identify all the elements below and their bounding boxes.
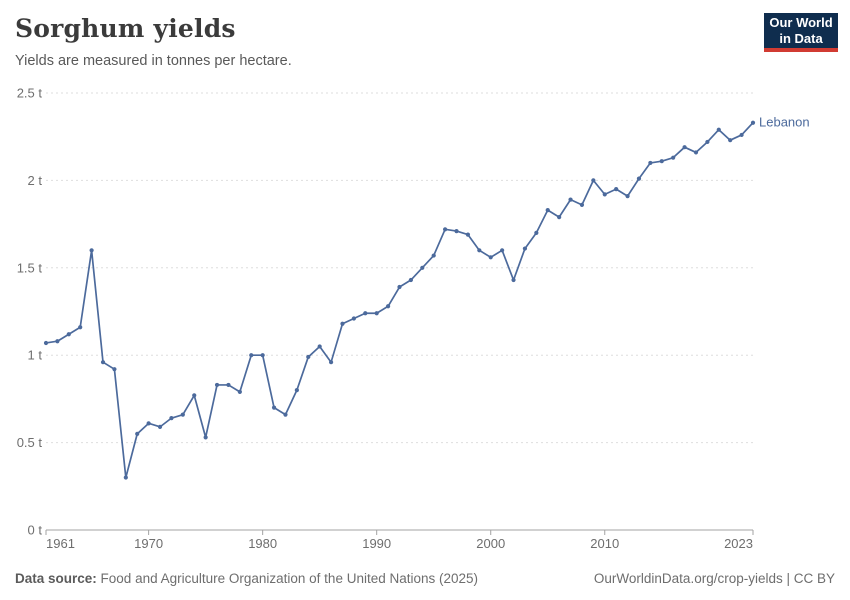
data-point[interactable] (522, 246, 528, 251)
x-tick-label: 2000 (476, 536, 505, 551)
data-point[interactable] (671, 155, 676, 160)
data-point[interactable] (602, 192, 607, 197)
data-point[interactable] (157, 424, 163, 429)
data-point[interactable] (43, 340, 49, 346)
data-point[interactable] (226, 382, 231, 388)
y-tick-label: 1 t (28, 348, 43, 363)
data-point[interactable] (180, 412, 185, 417)
data-point[interactable] (465, 232, 471, 237)
data-point[interactable] (249, 353, 254, 358)
data-point[interactable] (363, 311, 368, 316)
data-point[interactable] (89, 248, 94, 253)
data-point[interactable] (454, 228, 459, 234)
data-point[interactable] (431, 253, 436, 258)
chart-footer: Data source: Food and Agriculture Organi… (0, 571, 850, 586)
data-point[interactable] (477, 248, 482, 253)
data-point[interactable] (488, 255, 493, 260)
data-point[interactable] (716, 127, 721, 132)
data-point[interactable] (294, 388, 299, 393)
y-tick-label: 2 t (28, 173, 43, 188)
y-tick-label: 2.5 t (17, 86, 43, 101)
credit-link[interactable]: OurWorldinData.org/crop-yields | CC BY (593, 571, 835, 586)
data-point[interactable] (728, 138, 733, 143)
data-point[interactable] (591, 178, 596, 183)
data-point[interactable] (112, 367, 117, 372)
data-point[interactable] (192, 393, 197, 398)
data-source: Data source: Food and Agriculture Organi… (15, 571, 478, 586)
data-point[interactable] (214, 382, 220, 388)
data-point[interactable] (123, 475, 128, 480)
x-tick-label: 1970 (134, 536, 163, 551)
x-tick-label: 1961 (46, 536, 75, 551)
data-point[interactable] (271, 405, 277, 410)
data-point[interactable] (693, 150, 699, 155)
data-point[interactable] (739, 132, 744, 138)
data-point[interactable] (568, 197, 573, 202)
data-point[interactable] (545, 208, 550, 213)
data-point[interactable] (317, 344, 322, 349)
data-point[interactable] (203, 435, 208, 440)
data-point[interactable] (557, 215, 562, 220)
data-point[interactable] (100, 360, 106, 365)
data-point[interactable] (705, 139, 710, 145)
data-source-label: Data source: (15, 571, 97, 586)
data-point[interactable] (534, 230, 539, 235)
data-source-text: Food and Agriculture Organization of the… (100, 571, 479, 586)
page-title: Sorghum yields (15, 14, 236, 43)
data-point[interactable] (237, 389, 242, 395)
data-point[interactable] (511, 277, 516, 283)
data-point[interactable] (78, 325, 83, 330)
data-point[interactable] (169, 416, 174, 421)
data-point[interactable] (135, 431, 140, 436)
y-tick-label: 1.5 t (17, 260, 43, 275)
data-point[interactable] (374, 311, 379, 316)
data-point[interactable] (625, 194, 630, 199)
data-point[interactable] (408, 277, 414, 283)
data-point[interactable] (500, 248, 505, 253)
data-point[interactable] (397, 284, 402, 290)
data-point[interactable] (66, 332, 71, 337)
data-point[interactable] (351, 316, 356, 321)
owid-logo-line2: in Data (779, 31, 823, 46)
data-point[interactable] (146, 421, 151, 426)
x-tick-label: 2010 (590, 536, 619, 551)
y-tick-label: 0.5 t (17, 435, 43, 450)
series-label-lebanon[interactable]: Lebanon (759, 115, 810, 130)
data-point[interactable] (648, 160, 653, 166)
owid-logo[interactable]: Our World in Data (764, 13, 838, 52)
data-point[interactable] (750, 120, 756, 125)
data-point[interactable] (55, 339, 60, 344)
x-tick-label: 1980 (248, 536, 277, 551)
data-point[interactable] (306, 354, 311, 360)
y-tick-label: 0 t (28, 523, 43, 538)
data-point[interactable] (659, 159, 664, 164)
data-point[interactable] (420, 265, 425, 270)
data-point[interactable] (328, 360, 334, 365)
data-point[interactable] (682, 145, 687, 150)
owid-logo-line1: Our World (769, 15, 833, 30)
data-point[interactable] (636, 176, 642, 181)
data-point[interactable] (340, 321, 345, 326)
data-point[interactable] (614, 187, 619, 192)
data-point[interactable] (385, 304, 391, 309)
data-point[interactable] (443, 227, 448, 232)
data-point[interactable] (579, 202, 585, 207)
data-point[interactable] (283, 412, 288, 417)
data-point[interactable] (260, 353, 265, 358)
line-series-lebanon (45, 122, 754, 479)
x-tick-label: 2023 (724, 536, 753, 551)
chart-subtitle: Yields are measured in tonnes per hectar… (15, 53, 292, 69)
x-tick-label: 1990 (362, 536, 391, 551)
